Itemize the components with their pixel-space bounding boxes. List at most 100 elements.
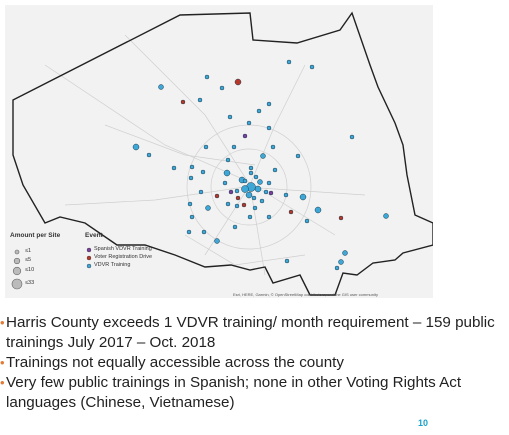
legend-training-swatch: [86, 263, 92, 269]
vdvr-training-marker: [266, 125, 272, 131]
road-network: [44, 34, 366, 276]
voter-drive-marker: [234, 78, 242, 86]
vdvr-training-marker: [248, 170, 254, 176]
page-number: 10: [418, 418, 429, 428]
vdvr-training-marker: [247, 214, 253, 220]
legend-amount-33: ≤33: [25, 280, 35, 286]
vdvr-training-marker: [383, 213, 389, 219]
vdvr-training-marker: [201, 229, 207, 235]
voter-drive-marker: [338, 215, 344, 221]
legend-drive-label: Voter Registration Drive: [94, 254, 153, 260]
vdvr-training-marker: [266, 214, 272, 220]
legend-symbols: [11, 247, 92, 290]
vdvr-training-marker: [248, 165, 254, 171]
legend-spanish-swatch: [86, 247, 92, 253]
map-attribution: Esri, HERE, Garmin, © OpenStreetMap cont…: [233, 292, 379, 297]
vdvr-training-marker: [334, 265, 340, 271]
vdvr-training-marker: [222, 180, 228, 186]
legend-spanish-label: Spanish VDVR Training: [94, 246, 152, 252]
vdvr-training-marker: [295, 153, 301, 159]
vdvr-training-marker: [263, 189, 269, 195]
legend-size-5: [13, 257, 21, 265]
vdvr-training-marker: [256, 108, 262, 114]
vdvr-training-marker: [254, 185, 262, 193]
vdvr-training-marker: [270, 144, 276, 150]
bullet-marker: •: [0, 315, 5, 330]
map-canvas: [11, 11, 433, 296]
vdvr-training-marker: [132, 143, 140, 151]
legend-size-10: [12, 266, 22, 276]
vdvr-training-marker: [272, 167, 278, 173]
vdvr-training-marker: [304, 218, 310, 224]
spanish-training-marker: [228, 189, 234, 195]
legend-amount-title: Amount per Site: [10, 232, 61, 239]
vdvr-training-marker: [203, 144, 209, 150]
vdvr-training-marker: [257, 179, 263, 185]
site-markers: [132, 59, 389, 271]
bullet-text: Harris County exceeds 1 VDVR training/ m…: [6, 314, 495, 351]
vdvr-training-marker: [225, 201, 231, 207]
bullet-item: • Very few public trainings in Spanish; …: [0, 373, 509, 413]
vdvr-training-marker: [231, 144, 237, 150]
vdvr-training-marker: [246, 120, 252, 126]
vdvr-training-marker: [234, 203, 240, 209]
spanish-training-marker: [268, 190, 274, 196]
voter-drive-marker: [180, 99, 186, 105]
vdvr-training-marker: [227, 114, 233, 120]
vdvr-training-marker: [232, 224, 238, 230]
vdvr-training-marker: [342, 250, 348, 256]
vdvr-training-marker: [253, 174, 259, 180]
vdvr-training-marker: [286, 59, 292, 65]
vdvr-training-marker: [309, 64, 315, 70]
vdvr-training-marker: [197, 97, 203, 103]
vdvr-training-marker: [200, 169, 206, 175]
harris-county-map: Amount per Site ≤1 ≤5 ≤10 ≤33 Event Span…: [5, 5, 433, 298]
bullet-text: Very few public trainings in Spanish; no…: [6, 374, 462, 411]
vdvr-training-marker: [188, 175, 194, 181]
vdvr-training-marker: [266, 101, 272, 107]
bullet-list: • Harris County exceeds 1 VDVR training/…: [0, 313, 509, 413]
vdvr-training-marker: [245, 191, 253, 199]
voter-drive-marker: [235, 195, 241, 201]
spanish-training-marker: [242, 133, 248, 139]
bullet-marker: •: [0, 375, 5, 390]
vdvr-training-marker: [189, 164, 195, 170]
vdvr-training-marker: [189, 214, 195, 220]
vdvr-training-marker: [314, 206, 322, 214]
vdvr-training-marker: [223, 169, 231, 177]
vdvr-training-marker: [299, 193, 307, 201]
legend-amount-5: ≤5: [25, 257, 32, 263]
vdvr-training-marker: [234, 188, 240, 194]
vdvr-training-marker: [219, 85, 225, 91]
legend-drive-swatch: [86, 255, 92, 261]
vdvr-training-marker: [251, 195, 257, 201]
vdvr-training-marker: [187, 201, 193, 207]
voter-drive-marker: [214, 193, 220, 199]
vdvr-training-marker: [260, 153, 266, 159]
vdvr-training-marker: [214, 238, 220, 244]
county-boundary: [12, 11, 433, 296]
vdvr-training-marker: [349, 134, 355, 140]
vdvr-training-marker: [158, 84, 164, 90]
legend-size-1: [14, 249, 20, 255]
bullet-text: Trainings not equally accessible across …: [6, 354, 344, 371]
vdvr-training-marker: [283, 192, 289, 198]
vdvr-training-marker: [171, 165, 177, 171]
bullet-item: • Trainings not equally accessible acros…: [0, 353, 509, 373]
voter-drive-marker: [288, 209, 294, 215]
legend-event-title: Event: [85, 232, 103, 239]
vdvr-training-marker: [198, 189, 204, 195]
bullet-marker: •: [0, 355, 5, 370]
vdvr-training-marker: [284, 258, 290, 264]
bullet-item: • Harris County exceeds 1 VDVR training/…: [0, 313, 509, 353]
vdvr-training-marker: [186, 229, 192, 235]
legend-training-label: VDVR Training: [94, 262, 131, 268]
vdvr-training-marker: [225, 157, 231, 163]
vdvr-training-marker: [146, 152, 152, 158]
vdvr-training-marker: [266, 180, 272, 186]
vdvr-training-marker: [205, 205, 211, 211]
voter-drive-marker: [241, 202, 247, 208]
vdvr-training-marker: [259, 198, 265, 204]
vdvr-training-marker: [242, 178, 248, 184]
